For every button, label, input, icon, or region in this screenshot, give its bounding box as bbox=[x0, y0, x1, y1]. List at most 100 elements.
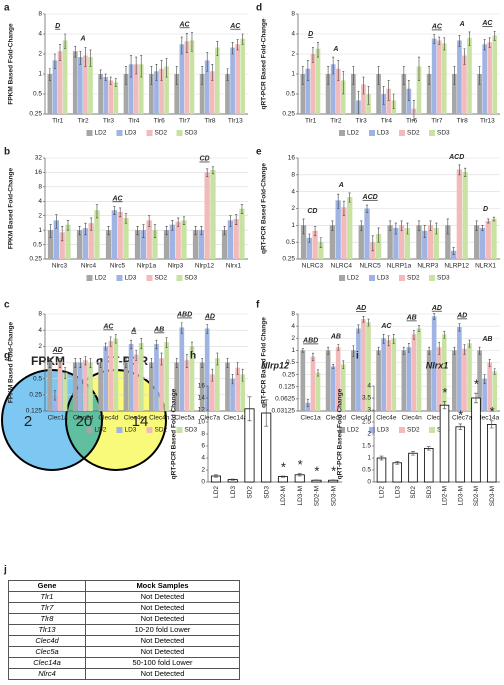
bar bbox=[416, 66, 422, 114]
table-cell: Tlr13 bbox=[8, 624, 86, 636]
error-bar bbox=[114, 78, 117, 87]
bar bbox=[105, 230, 112, 259]
legend-swatch bbox=[116, 427, 123, 433]
y-tick-label: 2 bbox=[38, 212, 42, 219]
bar bbox=[474, 225, 480, 259]
x-tick-label: NLRC4 bbox=[331, 263, 353, 270]
table-cell: Not Detected bbox=[85, 646, 240, 658]
bar bbox=[482, 378, 487, 411]
annotation: * bbox=[490, 404, 495, 419]
table-cell: Clec5a bbox=[8, 646, 86, 658]
y-axis-title: qRT-PCR Based Fold-Change bbox=[261, 18, 268, 109]
error-bar bbox=[387, 80, 390, 101]
error-bar bbox=[130, 55, 133, 78]
error-bar bbox=[337, 60, 340, 81]
error-bar bbox=[308, 233, 311, 243]
bar bbox=[358, 225, 364, 259]
table-row: Tlr13 10-20 fold Lower bbox=[8, 624, 240, 636]
x-tick-label: Nlrc3 bbox=[52, 263, 68, 270]
bar bbox=[149, 74, 154, 114]
bar bbox=[491, 218, 497, 259]
error-bar bbox=[107, 226, 110, 236]
bar bbox=[406, 347, 412, 411]
error-bar bbox=[337, 193, 340, 209]
bar bbox=[408, 452, 418, 483]
error-bar bbox=[247, 396, 252, 422]
bar bbox=[204, 328, 210, 411]
bar bbox=[431, 316, 437, 411]
table-cell: Not Detected bbox=[85, 602, 240, 614]
legend-label: SD2 bbox=[155, 427, 168, 434]
bar bbox=[416, 328, 422, 411]
annotation: * bbox=[331, 463, 336, 478]
error-bar bbox=[371, 235, 374, 252]
annotation: * bbox=[442, 385, 447, 400]
bar bbox=[436, 40, 442, 114]
annotation: * bbox=[458, 407, 463, 422]
bar bbox=[181, 220, 187, 259]
bar bbox=[441, 334, 447, 411]
bar bbox=[312, 230, 318, 259]
x-tick-label: Nlrx1 bbox=[226, 263, 242, 270]
bar bbox=[315, 48, 321, 114]
bar bbox=[59, 232, 65, 259]
annotation: AC bbox=[229, 23, 241, 30]
bar bbox=[477, 74, 482, 114]
y-tick-label: 4 bbox=[38, 327, 42, 334]
x-tick-label: Nlrp1a bbox=[137, 263, 157, 270]
y-tick-label: 0.25 bbox=[282, 371, 295, 378]
bar bbox=[364, 208, 370, 259]
error-bar bbox=[136, 226, 139, 236]
x-tick-label: Tlr6 bbox=[406, 118, 418, 125]
x-tick-label: LD3 bbox=[230, 486, 237, 498]
x-tick-label: Clec7a bbox=[452, 415, 473, 422]
bar bbox=[393, 227, 399, 259]
bar bbox=[376, 74, 381, 114]
y-tick-label: 0.5 bbox=[33, 375, 42, 382]
error-bar bbox=[53, 390, 56, 401]
bar bbox=[215, 47, 220, 114]
x-tick-label: Tlr2 bbox=[77, 118, 89, 125]
error-bar bbox=[417, 325, 421, 333]
bar bbox=[401, 350, 407, 411]
annotation: AD bbox=[204, 313, 215, 320]
bar bbox=[164, 66, 169, 114]
legend-swatch bbox=[399, 427, 405, 433]
error-bar bbox=[394, 222, 398, 235]
error-bar bbox=[395, 461, 400, 465]
annotation: D bbox=[483, 206, 488, 213]
bar bbox=[335, 68, 341, 114]
bar bbox=[189, 346, 195, 411]
error-bar bbox=[153, 224, 157, 238]
error-bar bbox=[177, 217, 180, 227]
bar bbox=[159, 358, 164, 411]
x-tick-label: Clec14a bbox=[475, 415, 499, 422]
bar bbox=[209, 374, 215, 411]
x-tick-label: Clec5a bbox=[427, 415, 448, 422]
table-cell: Clec4d bbox=[8, 635, 86, 647]
y-tick-label: 0.125 bbox=[26, 408, 43, 415]
annotation: A bbox=[130, 327, 136, 334]
error-bar bbox=[474, 392, 478, 404]
error-bar bbox=[59, 43, 62, 61]
y-tick-label: 32 bbox=[35, 155, 43, 162]
y-tick-label: 2 bbox=[291, 335, 295, 342]
error-bar bbox=[453, 346, 456, 355]
bar bbox=[76, 230, 83, 259]
y-tick-label: 8 bbox=[38, 184, 42, 191]
bar bbox=[53, 220, 60, 259]
error-bar bbox=[104, 342, 107, 351]
x-tick-label: Tlr4 bbox=[128, 118, 140, 125]
error-bar bbox=[104, 73, 107, 81]
error-bar bbox=[211, 63, 214, 81]
x-tick-label: SD2 bbox=[410, 486, 417, 499]
annotation: AC bbox=[111, 195, 123, 202]
error-bar bbox=[213, 474, 218, 478]
error-bar bbox=[235, 214, 238, 225]
bar bbox=[340, 80, 346, 114]
error-bar bbox=[316, 369, 320, 377]
legend-label: LD3 bbox=[125, 130, 137, 137]
y-tick-label: 14 bbox=[198, 395, 206, 402]
error-bar bbox=[458, 423, 463, 430]
annotation: AB bbox=[481, 336, 492, 343]
